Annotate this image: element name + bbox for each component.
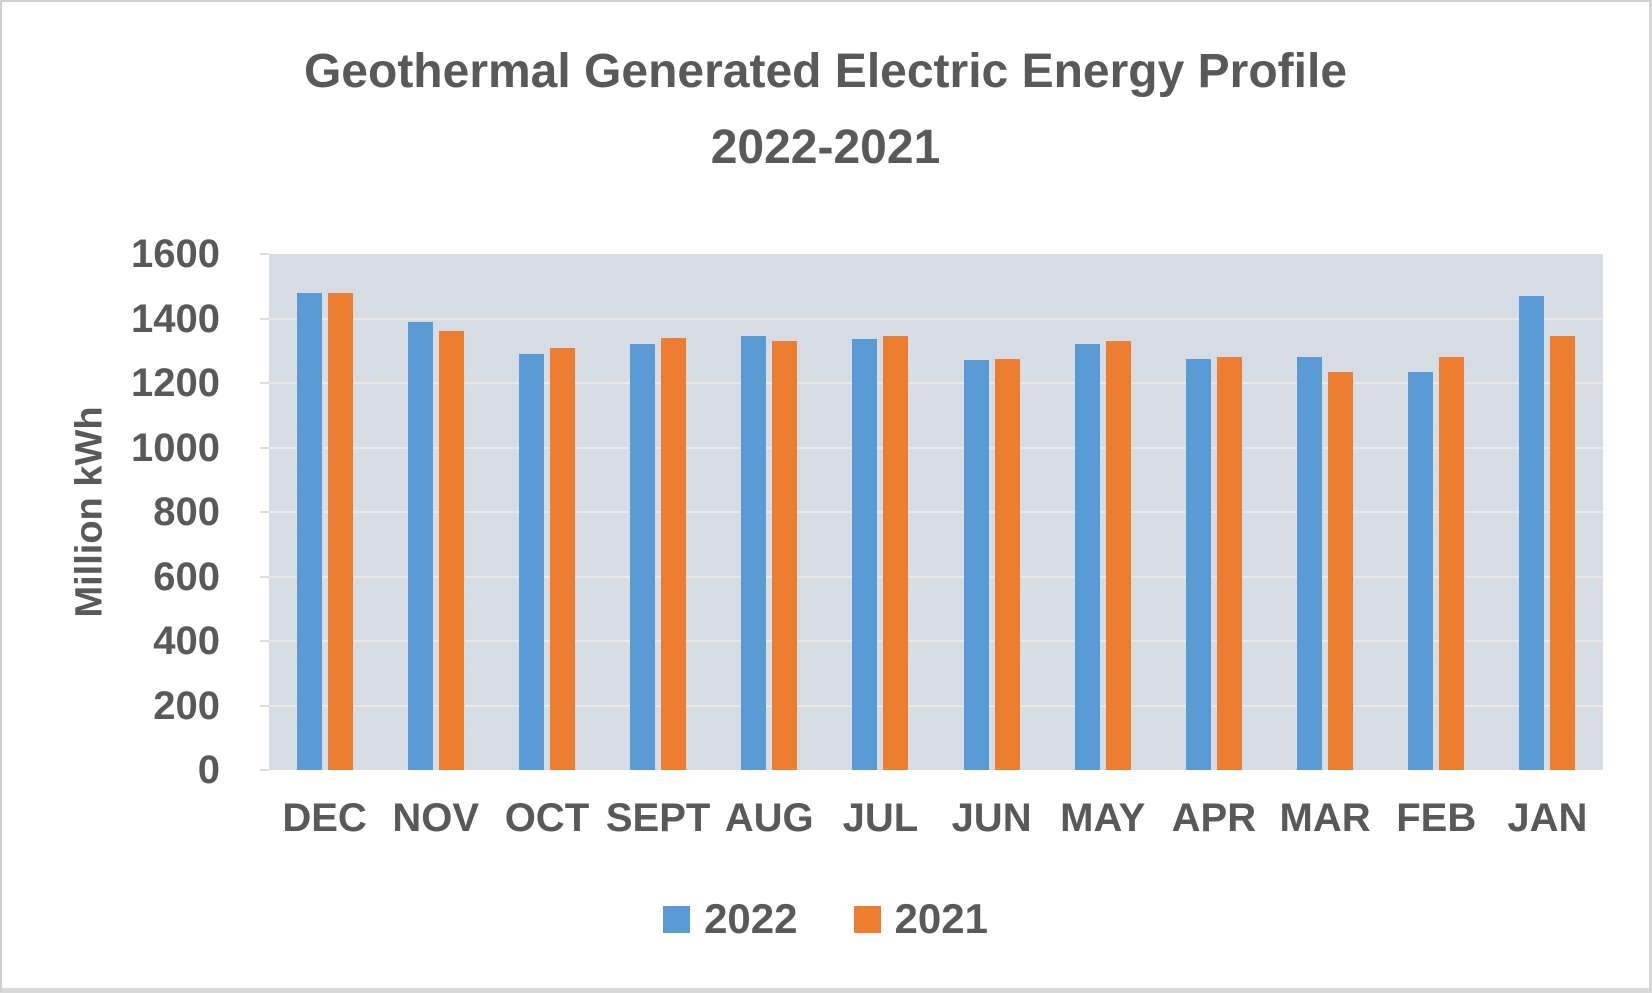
gridline-200 [269, 704, 1603, 707]
x-label-jul: JUL [842, 796, 919, 840]
bar-2022-nov [407, 321, 433, 770]
x-label-jun: JUN [951, 796, 1032, 840]
y-tick-label-0: 0 [197, 748, 220, 792]
gridline-600 [269, 575, 1603, 578]
y-tick-mark-600 [260, 575, 269, 578]
bar-2022-aug [741, 336, 767, 770]
bar-2021-jun [994, 358, 1020, 770]
legend: 2022 2021 [2, 895, 1649, 943]
y-tick-mark-0 [260, 769, 269, 771]
legend-label-2022: 2022 [704, 895, 798, 942]
bar-2022-jul [852, 339, 878, 770]
chart-title-line2: 2022-2021 [710, 121, 941, 174]
legend-swatch-2022 [663, 905, 691, 933]
y-tick-mark-1000 [260, 446, 269, 449]
y-tick-label-1200: 1200 [131, 361, 220, 405]
plot-area [269, 254, 1603, 770]
x-label-sept: SEPT [605, 796, 711, 840]
bar-2022-may [1074, 344, 1100, 770]
gridline-400 [269, 640, 1603, 642]
bar-2022-mar [1297, 357, 1323, 770]
y-tick-label-200: 200 [153, 683, 220, 728]
bar-2021-apr [1216, 357, 1242, 770]
bar-2022-jun [963, 360, 989, 770]
y-tick-mark-800 [260, 511, 269, 513]
bar-2022-sept [630, 344, 656, 770]
y-tick-label-1600: 1600 [131, 232, 220, 276]
gridline-800 [269, 511, 1603, 513]
y-tick-label-1400: 1400 [131, 296, 220, 341]
y-tick-mark-1400 [260, 317, 269, 320]
x-label-jan: JAN [1507, 796, 1588, 840]
x-label-aug: AUG [724, 796, 814, 840]
y-tick-mark-200 [260, 704, 269, 707]
bar-2021-oct [549, 347, 575, 770]
bar-2021-mar [1328, 371, 1354, 770]
gridline-1000 [269, 446, 1603, 449]
legend-swatch-2021 [853, 905, 881, 933]
legend-item-2022: 2022 [663, 895, 798, 943]
y-tick-mark-1200 [260, 382, 269, 384]
y-tick-label-600: 600 [153, 554, 220, 599]
bar-2022-oct [518, 353, 544, 770]
y-tick-label-400: 400 [153, 619, 220, 663]
y-tick-mark-400 [260, 640, 269, 642]
gridline-1400 [269, 317, 1603, 320]
y-tick-mark-1600 [260, 253, 269, 255]
bar-2022-dec [296, 292, 322, 770]
x-label-feb: FEB [1396, 796, 1477, 840]
chart-title-line1: Geothermal Generated Electric Energy Pro… [303, 45, 1348, 98]
bar-2021-nov [438, 331, 464, 770]
x-label-dec: DEC [282, 796, 367, 840]
legend-item-2021: 2021 [853, 895, 988, 943]
legend-label-2021: 2021 [894, 895, 988, 942]
bar-2021-aug [772, 341, 798, 770]
x-label-apr: APR [1171, 796, 1257, 840]
bar-2022-jan [1519, 295, 1545, 770]
gridline-1200 [269, 382, 1603, 384]
x-label-nov: NOV [392, 796, 480, 840]
x-label-mar: MAR [1279, 796, 1371, 840]
bar-2021-feb [1439, 357, 1465, 770]
y-tick-label-800: 800 [153, 490, 220, 534]
bar-2021-may [1105, 341, 1131, 770]
bar-2021-jul [883, 336, 909, 770]
y-tick-label-1000: 1000 [131, 425, 220, 470]
bar-2022-feb [1408, 371, 1434, 770]
x-label-oct: OCT [504, 796, 590, 840]
bar-2021-dec [327, 292, 353, 770]
bar-2021-jan [1550, 336, 1576, 770]
x-label-may: MAY [1060, 796, 1146, 840]
bar-2021-sept [661, 337, 687, 770]
bar-2022-apr [1185, 358, 1211, 770]
